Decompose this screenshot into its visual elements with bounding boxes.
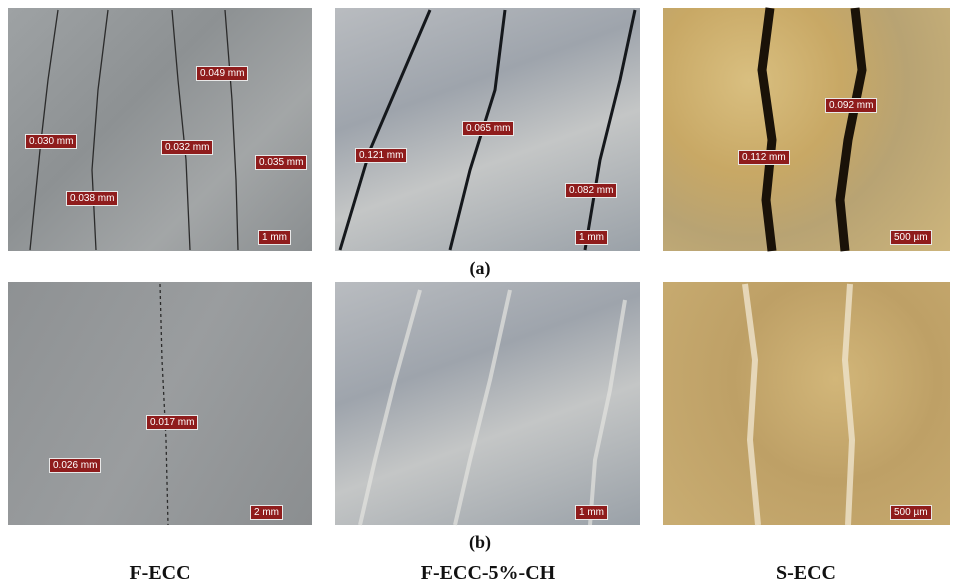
crack-width-label: 0.026 mm: [49, 458, 101, 473]
scale-bar: 2 mm: [250, 505, 283, 520]
column-title: F-ECC: [129, 562, 190, 585]
crack-width-label: 0.082 mm: [565, 183, 617, 198]
column-title: S-ECC: [776, 562, 836, 585]
scale-bar: 500 µm: [890, 230, 932, 245]
crack-width-label: 0.032 mm: [161, 140, 213, 155]
crack-width-label: 0.030 mm: [25, 134, 77, 149]
column-title: F-ECC-5%-CH: [421, 562, 555, 585]
figure: (a) (b) F-ECC F-ECC-5%-CH S-ECC 0.049 mm…: [0, 0, 958, 586]
crack-width-label: 0.065 mm: [462, 121, 514, 136]
crack-width-label: 0.038 mm: [66, 191, 118, 206]
crack-width-label: 0.035 mm: [255, 155, 307, 170]
crack-width-label: 0.092 mm: [825, 98, 877, 113]
scale-bar: 1 mm: [575, 505, 608, 520]
scale-bar: 500 µm: [890, 505, 932, 520]
scale-bar: 1 mm: [258, 230, 291, 245]
scale-bar: 1 mm: [575, 230, 608, 245]
row-label: (a): [470, 258, 491, 279]
crack-width-label: 0.112 mm: [738, 150, 790, 165]
crack-width-label: 0.017 mm: [146, 415, 198, 430]
cracks: [0, 0, 958, 586]
row-label: (b): [469, 532, 491, 553]
crack-width-label: 0.049 mm: [196, 66, 248, 81]
crack-width-label: 0.121 mm: [355, 148, 407, 163]
